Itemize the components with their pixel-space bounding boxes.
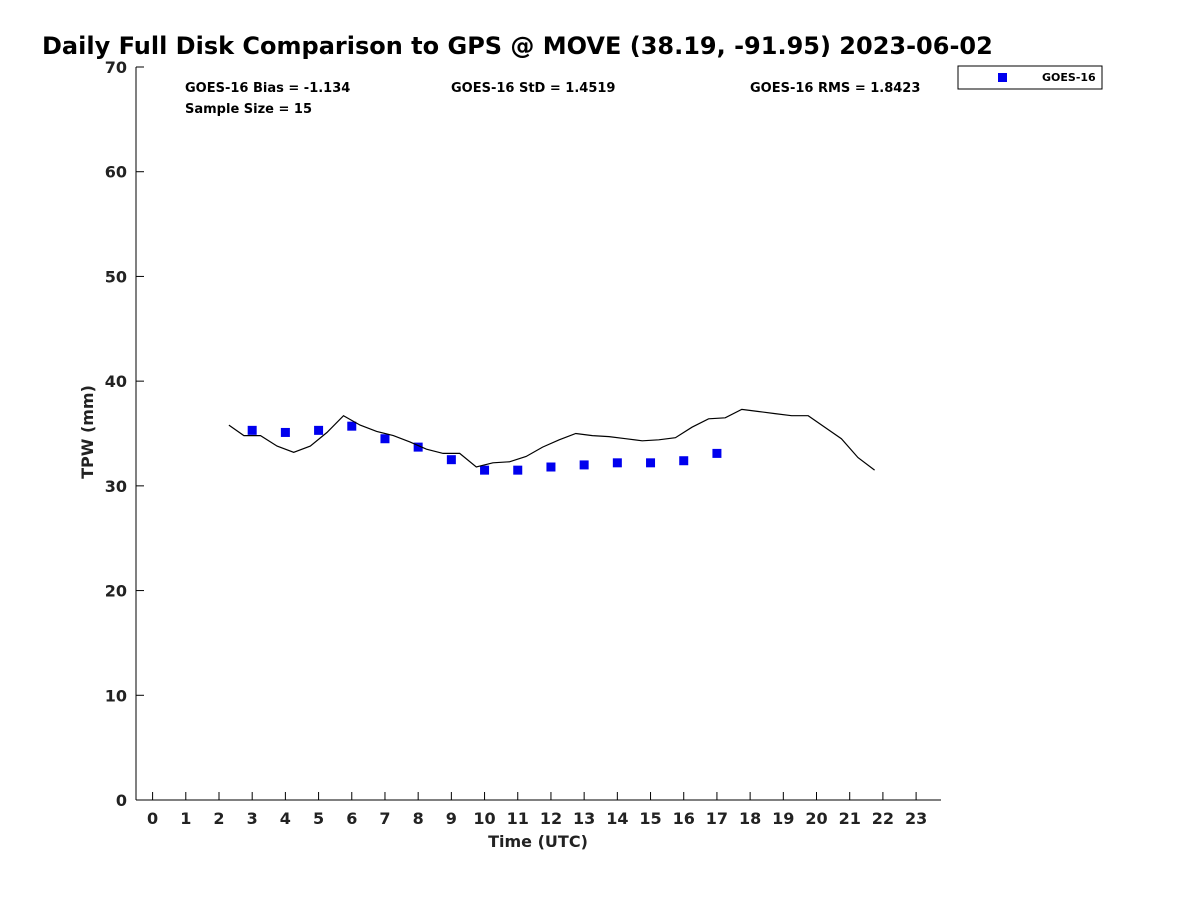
goes16-point xyxy=(380,434,390,444)
goes16-point xyxy=(612,458,622,468)
x-tick-label: 8 xyxy=(413,809,424,828)
goes16-point xyxy=(513,465,523,475)
goes16-point xyxy=(347,421,357,431)
x-axis-label: Time (UTC) xyxy=(488,832,588,851)
x-tick-label: 18 xyxy=(739,809,761,828)
y-tick-label: 60 xyxy=(105,163,127,182)
x-tick-label: 21 xyxy=(839,809,861,828)
x-tick-label: 16 xyxy=(673,809,695,828)
bias-stat: GOES-16 Bias = -1.134 xyxy=(185,81,350,96)
goes16-point xyxy=(280,427,290,437)
y-axis-label: TPW (mm) xyxy=(78,385,97,479)
y-tick-label: 20 xyxy=(105,582,127,601)
goes16-point xyxy=(646,458,656,468)
goes16-point xyxy=(247,425,257,435)
y-tick-label: 30 xyxy=(105,477,127,496)
sample-size-stat: Sample Size = 15 xyxy=(185,102,312,117)
x-tick-label: 5 xyxy=(313,809,324,828)
x-tick-label: 4 xyxy=(280,809,291,828)
x-tick-label: 20 xyxy=(805,809,827,828)
x-tick-label: 22 xyxy=(872,809,894,828)
goes16-point xyxy=(712,448,722,458)
x-tick-label: 3 xyxy=(247,809,258,828)
x-tick-label: 13 xyxy=(573,809,595,828)
legend-marker xyxy=(998,73,1007,82)
y-tick-label: 40 xyxy=(105,372,127,391)
chart-title: Daily Full Disk Comparison to GPS @ MOVE… xyxy=(42,32,993,60)
legend-box xyxy=(957,65,1103,90)
goes16-point xyxy=(546,462,556,472)
plot-series xyxy=(228,408,875,475)
x-tick-label: 9 xyxy=(446,809,457,828)
y-tick-label: 50 xyxy=(105,267,127,286)
y-tick-label: 70 xyxy=(105,58,127,77)
goes16-point xyxy=(314,425,324,435)
goes16-point xyxy=(446,455,456,465)
legend: GOES-16 xyxy=(957,65,1103,90)
x-tick-label: 23 xyxy=(905,809,927,828)
y-tick-label: 10 xyxy=(105,686,127,705)
x-tick-label: 0 xyxy=(147,809,158,828)
x-tick-label: 2 xyxy=(213,809,224,828)
y-tick-label: 0 xyxy=(116,791,127,810)
goes16-point xyxy=(579,460,589,470)
x-tick-label: 7 xyxy=(379,809,390,828)
x-tick-label: 19 xyxy=(772,809,794,828)
goes16-point xyxy=(679,456,689,466)
goes16-point xyxy=(413,442,423,452)
x-tick-label: 6 xyxy=(346,809,357,828)
legend-label-goes16: GOES-16 xyxy=(1042,71,1096,84)
x-tick-label: 11 xyxy=(507,809,529,828)
x-tick-label: 17 xyxy=(706,809,728,828)
goes16-point xyxy=(480,465,490,475)
std-stat: GOES-16 StD = 1.4519 xyxy=(451,81,615,96)
x-tick-label: 12 xyxy=(540,809,562,828)
rms-stat: GOES-16 RMS = 1.8423 xyxy=(750,81,920,96)
x-tick-label: 10 xyxy=(473,809,495,828)
x-tick-label: 15 xyxy=(639,809,661,828)
x-tick-label: 1 xyxy=(180,809,191,828)
gps-line xyxy=(228,408,875,471)
x-tick-label: 14 xyxy=(606,809,628,828)
